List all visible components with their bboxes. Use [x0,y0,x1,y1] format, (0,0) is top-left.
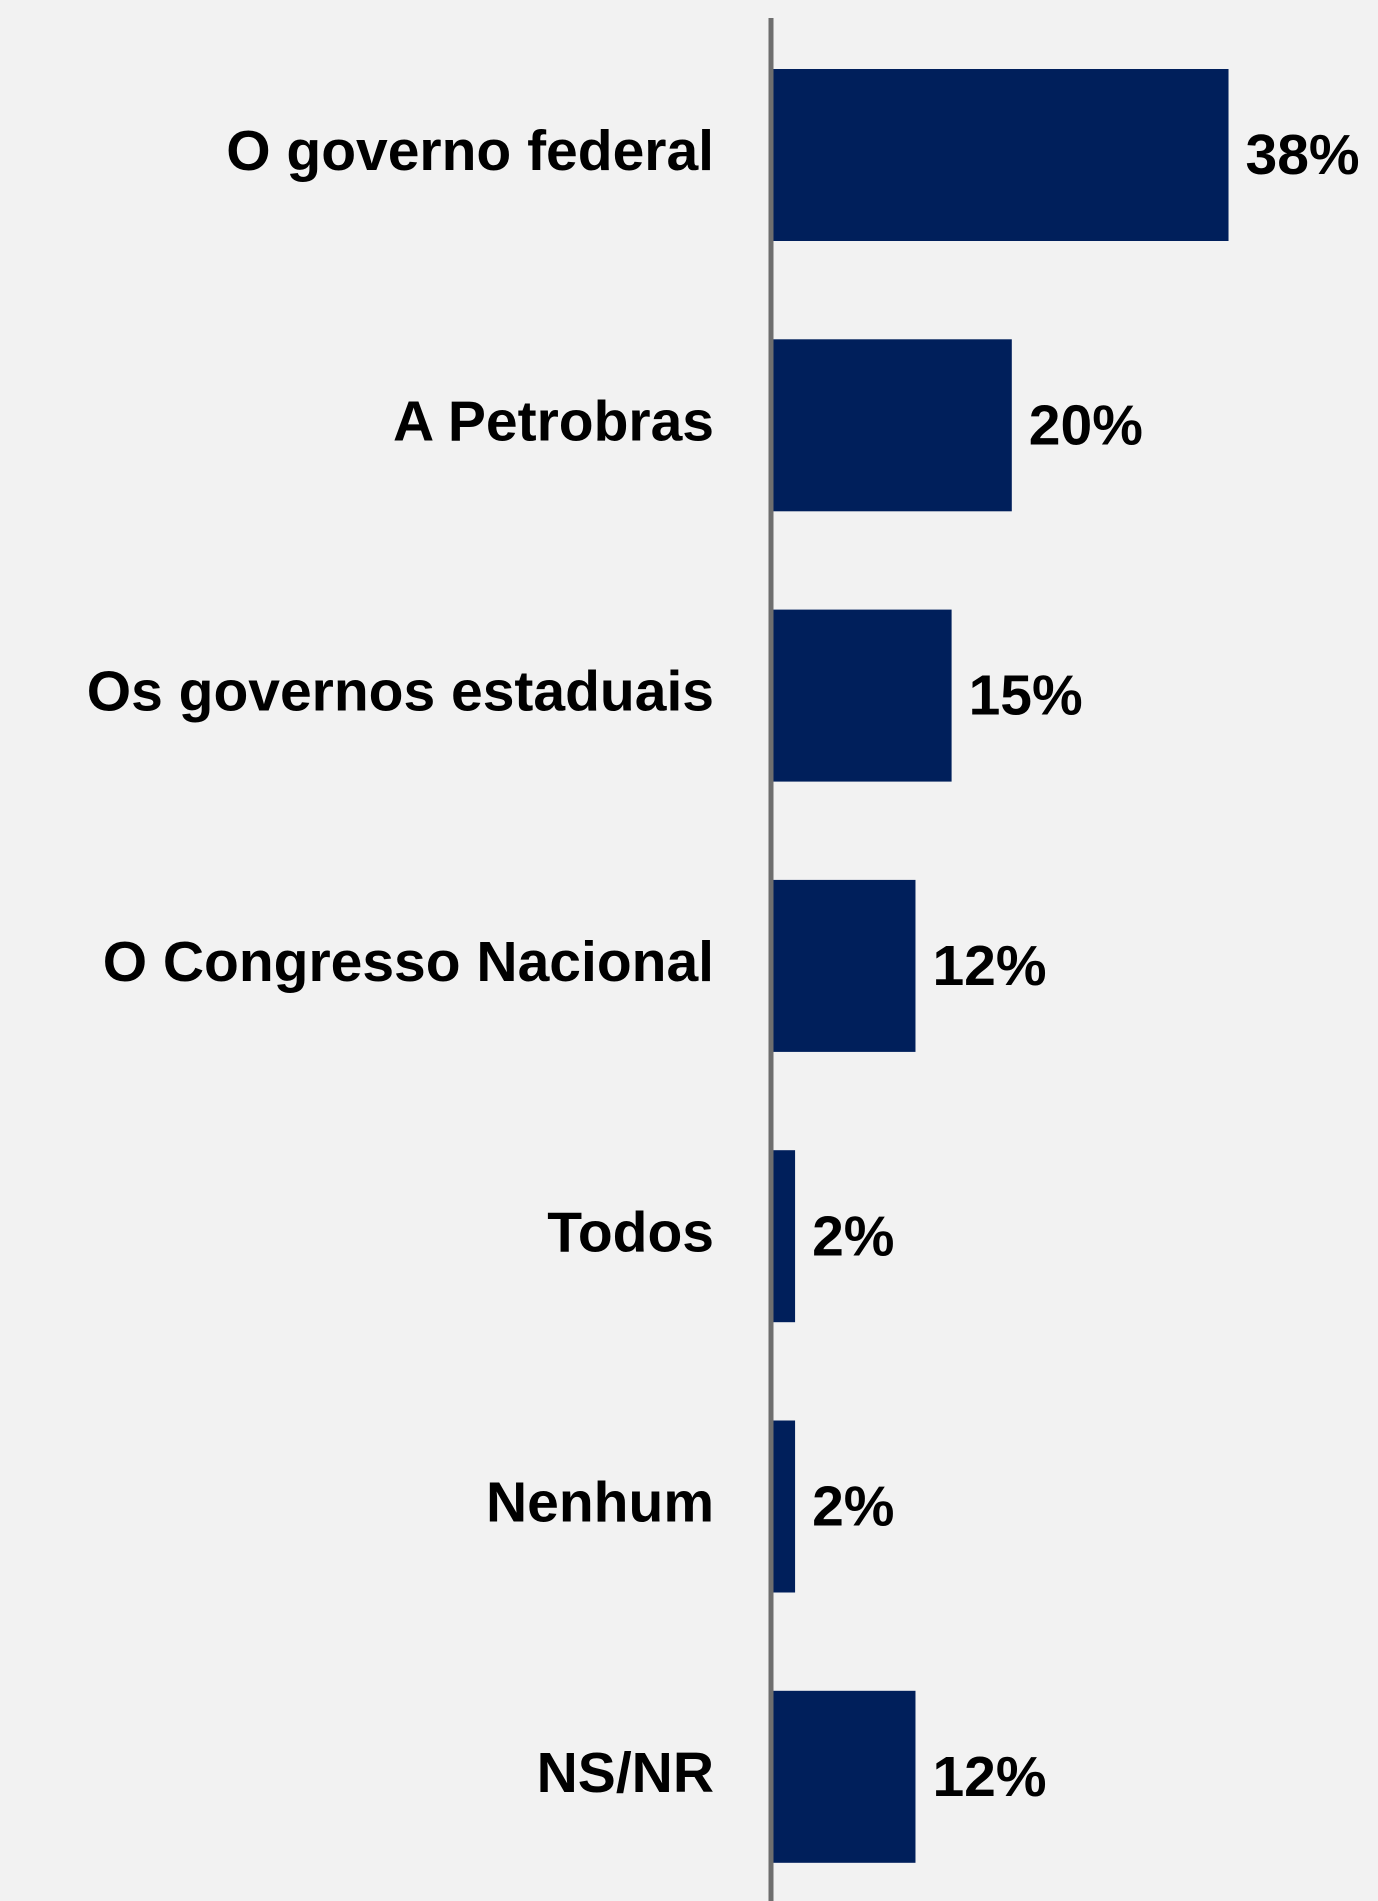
value-label: 12% [932,1745,1046,1809]
category-label: O Congresso Nacional [103,930,714,994]
value-label: 12% [932,934,1046,998]
value-label: 2% [812,1475,894,1539]
value-label: 15% [969,664,1083,728]
value-label: 38% [1246,123,1360,187]
category-label: O governo federal [226,119,714,183]
value-label: 2% [812,1204,894,1268]
bar [771,1690,916,1863]
bar [771,69,1229,241]
category-label: A Petrobras [393,389,714,453]
category-label: Nenhum [486,1471,714,1535]
category-label: Os governos estaduais [87,660,714,724]
bar [771,879,916,1052]
category-label: NS/NR [537,1741,714,1805]
bar [771,1150,796,1323]
bar [771,339,1012,512]
value-label: 20% [1029,393,1143,457]
category-label: Todos [547,1200,714,1264]
bar [771,609,952,782]
bar [771,1420,796,1593]
